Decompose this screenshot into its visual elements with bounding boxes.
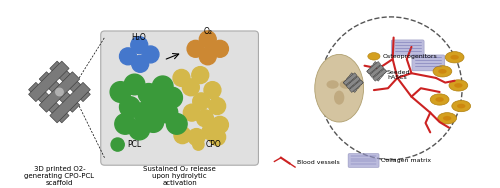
Polygon shape: [39, 72, 80, 112]
Circle shape: [188, 129, 205, 146]
Circle shape: [115, 114, 136, 134]
Circle shape: [111, 138, 124, 151]
Polygon shape: [346, 76, 360, 89]
Polygon shape: [350, 80, 363, 92]
Ellipse shape: [438, 69, 446, 74]
Circle shape: [204, 82, 221, 99]
Text: 3D printed O2-
generating CPO-PCL
scaffold: 3D printed O2- generating CPO-PCL scaffo…: [24, 166, 94, 186]
Text: O₂: O₂: [204, 27, 212, 36]
Text: PCL: PCL: [127, 140, 141, 149]
Ellipse shape: [368, 53, 380, 60]
Ellipse shape: [445, 52, 464, 63]
Circle shape: [200, 48, 216, 65]
Circle shape: [162, 87, 182, 108]
Ellipse shape: [334, 91, 344, 105]
Circle shape: [148, 93, 169, 114]
Circle shape: [196, 110, 214, 127]
Circle shape: [56, 88, 63, 96]
Circle shape: [212, 116, 228, 133]
Ellipse shape: [449, 80, 468, 91]
Polygon shape: [366, 61, 380, 74]
Polygon shape: [50, 82, 90, 123]
Polygon shape: [370, 65, 384, 78]
Circle shape: [142, 46, 159, 63]
Polygon shape: [28, 61, 69, 102]
Polygon shape: [370, 65, 384, 78]
Polygon shape: [344, 73, 357, 85]
Polygon shape: [28, 82, 69, 123]
Circle shape: [192, 139, 204, 150]
Ellipse shape: [315, 55, 364, 122]
Circle shape: [143, 112, 164, 132]
Circle shape: [138, 83, 159, 104]
Circle shape: [110, 82, 131, 102]
Circle shape: [208, 129, 226, 146]
Circle shape: [192, 93, 210, 110]
Polygon shape: [344, 80, 357, 92]
Text: CPO: CPO: [206, 140, 222, 149]
Circle shape: [120, 48, 136, 65]
Circle shape: [202, 123, 219, 140]
Text: Sustained O₂ release
upon hydrolytic
activation: Sustained O₂ release upon hydrolytic act…: [143, 166, 216, 186]
Circle shape: [174, 127, 191, 144]
Circle shape: [200, 31, 216, 48]
Polygon shape: [39, 72, 80, 112]
Circle shape: [208, 98, 226, 114]
FancyBboxPatch shape: [348, 153, 379, 168]
Text: Osteoprogenitors: Osteoprogenitors: [382, 54, 437, 59]
Text: Seeded
hASCs: Seeded hASCs: [387, 70, 410, 80]
Circle shape: [131, 37, 148, 54]
Circle shape: [132, 55, 148, 72]
Circle shape: [166, 114, 187, 134]
FancyBboxPatch shape: [392, 40, 424, 56]
Polygon shape: [346, 76, 360, 89]
Polygon shape: [350, 73, 363, 85]
Circle shape: [152, 76, 173, 97]
Text: Collagen matrix: Collagen matrix: [382, 158, 432, 163]
Ellipse shape: [430, 94, 449, 105]
Ellipse shape: [457, 104, 466, 108]
Ellipse shape: [433, 66, 452, 77]
Ellipse shape: [438, 113, 456, 124]
Ellipse shape: [326, 80, 338, 89]
Polygon shape: [373, 61, 386, 74]
Circle shape: [157, 102, 178, 123]
Ellipse shape: [454, 83, 462, 88]
Circle shape: [129, 119, 150, 140]
Circle shape: [120, 97, 140, 117]
Ellipse shape: [340, 80, 352, 89]
Ellipse shape: [450, 55, 459, 60]
Circle shape: [182, 79, 200, 96]
Circle shape: [187, 40, 204, 57]
Circle shape: [184, 104, 200, 121]
Ellipse shape: [443, 116, 452, 121]
Ellipse shape: [436, 97, 444, 102]
Text: Blood vessels: Blood vessels: [297, 160, 340, 165]
Ellipse shape: [452, 100, 470, 112]
Circle shape: [134, 102, 154, 123]
Circle shape: [124, 74, 145, 95]
Circle shape: [212, 40, 228, 57]
FancyBboxPatch shape: [101, 31, 258, 165]
Polygon shape: [373, 69, 386, 81]
Circle shape: [192, 67, 208, 83]
Polygon shape: [366, 69, 380, 81]
Circle shape: [173, 69, 190, 86]
Text: H₂O: H₂O: [131, 33, 146, 42]
Polygon shape: [50, 61, 90, 102]
FancyBboxPatch shape: [412, 55, 445, 71]
